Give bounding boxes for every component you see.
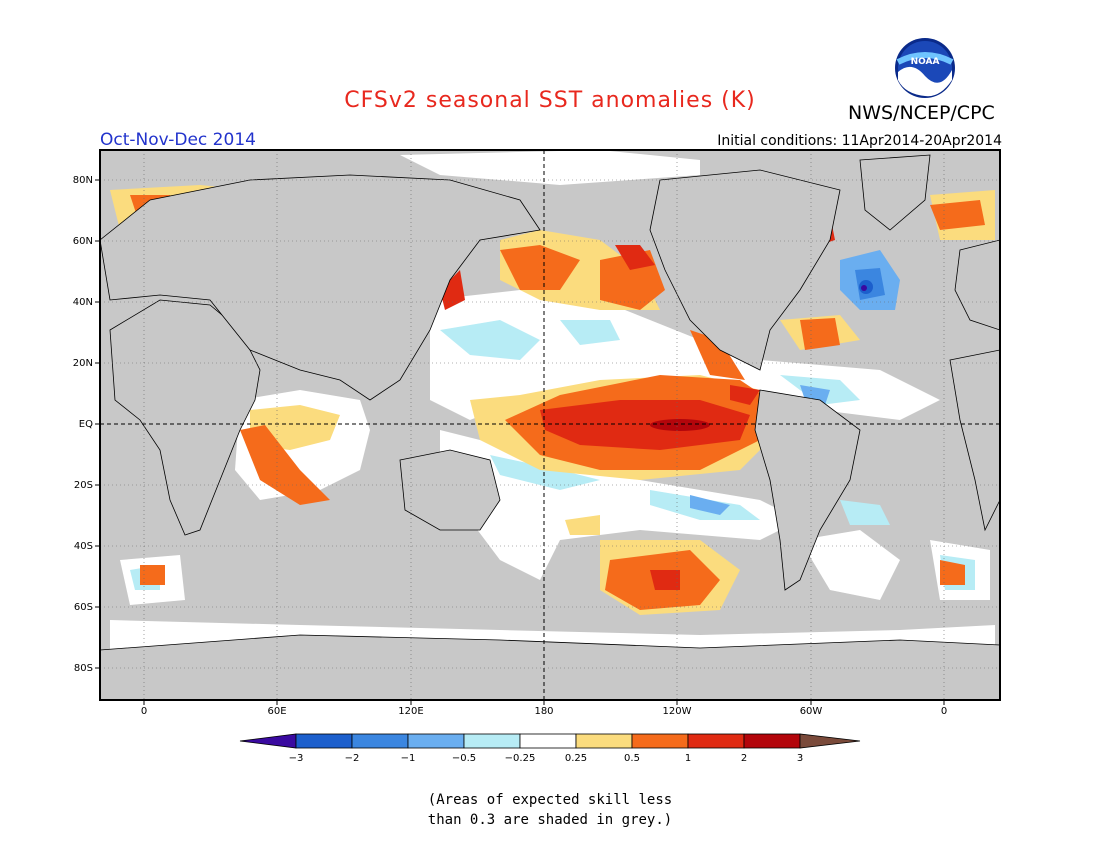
lon-label: 0 [941,706,947,717]
lat-label: 80S [74,663,93,674]
logo-text: NOAA [911,57,940,67]
colorbar-legend: −3 −2 −1 −0.5 −0.25 0.25 0.5 1 2 3 [239,733,861,764]
colorbar-label: 0.25 [565,753,587,764]
longitude-axis: 0 60E 120E 180 120W 60W 0 [141,700,947,717]
map-frame [99,149,1001,701]
colorbar-swatch [575,733,633,749]
noaa-logo-icon: NOAA [895,38,955,98]
colorbar-swatch [519,733,577,749]
colorbar-label: 3 [797,753,803,764]
initial-conditions-label: Initial conditions: 11Apr2014-20Apr2014 [717,133,1002,149]
lon-label: 0 [141,706,147,717]
footnote-line-2: than 0.3 are shaded in grey.) [427,812,673,828]
lat-label: 60N [73,236,93,247]
colorbar-max-arrow [799,733,861,749]
colorbar-label: 1 [685,753,691,764]
colorbar-swatch [407,733,465,749]
colorbar-label: −0.25 [505,753,536,764]
lat-label: 80N [73,175,93,186]
footnote: (Areas of expected skill less than 0.3 a… [0,790,1100,830]
footnote-line-1: (Areas of expected skill less [427,792,673,808]
lat-label: 20N [73,358,93,369]
colorbar-swatch [351,733,409,749]
lat-label: 60S [74,602,93,613]
latitude-axis: 80N 60N 40N 20N EQ 20S 40S 60S 80S [73,175,100,674]
lon-label: 120W [663,706,692,717]
lon-label: 120E [398,706,423,717]
lon-label: 60W [800,706,823,717]
colorbar-swatch [743,733,801,749]
cool-anomaly-extreme [861,285,867,291]
lon-label: 60E [267,706,286,717]
lat-label: 20S [74,480,93,491]
colorbar-label: −0.5 [452,753,476,764]
colorbar-label: −3 [289,753,304,764]
colorbar-label: −1 [401,753,416,764]
colorbar-swatch [295,733,353,749]
warm-anomaly-very-strong [650,419,710,431]
colorbar-min-arrow [239,733,297,749]
lat-label: 40S [74,541,93,552]
season-label: Oct-Nov-Dec 2014 [100,130,256,150]
lat-label: EQ [79,419,93,430]
lon-label: 180 [534,706,553,717]
colorbar-label: −2 [345,753,360,764]
lat-label: 40N [73,297,93,308]
colorbar-swatch [463,733,521,749]
map-panel [100,150,1000,700]
colorbar-label: 0.5 [624,753,640,764]
colorbar-label: 2 [741,753,747,764]
chart-title: CFSv2 seasonal SST anomalies (K) [344,88,756,113]
colorbar-swatch [631,733,689,749]
colorbar-swatch [687,733,745,749]
organization-label: NWS/NCEP/CPC [848,102,995,124]
continent-outlines [100,154,1000,700]
